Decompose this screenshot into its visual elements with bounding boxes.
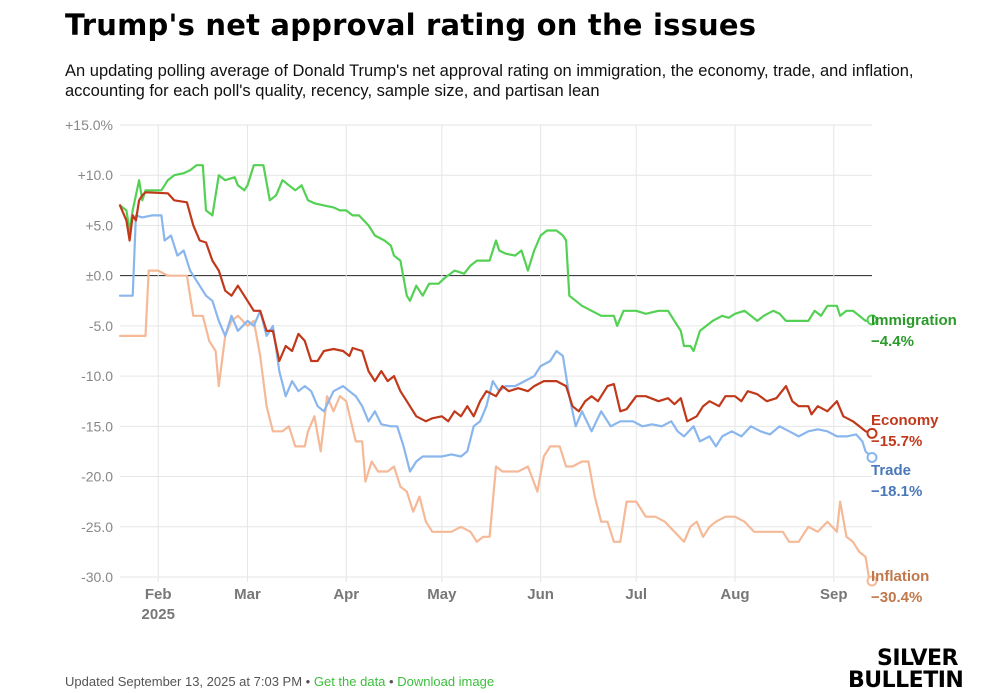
series-end-marker-immigration bbox=[866, 314, 878, 326]
series-line-trade bbox=[118, 214, 874, 473]
series-value-trade: −18.1% bbox=[871, 483, 922, 500]
series-label-trade: Trade bbox=[871, 462, 911, 479]
x-tick-label: May bbox=[427, 586, 457, 603]
series-line-immigration bbox=[118, 164, 874, 353]
y-tick-label: -30.0 bbox=[81, 569, 113, 585]
y-tick-label: +15.0% bbox=[65, 117, 113, 133]
series-value-inflation: −30.4% bbox=[871, 589, 922, 606]
series-value-immigration: −4.4% bbox=[871, 333, 914, 350]
series-lines bbox=[118, 164, 878, 587]
series-end-labels: Immigration −4.4% Economy −15.7% Trade −18.1%… bbox=[871, 312, 957, 606]
y-axis: +15.0% +10.0 +5.0 ±0.0 -5.0 -10.0 -15.0 -20.0 -2… bbox=[65, 117, 113, 585]
x-tick-label: Jul bbox=[625, 586, 647, 603]
series-value-economy: −15.7% bbox=[871, 433, 922, 450]
logo-line-1: SILVER bbox=[876, 646, 959, 671]
grid bbox=[120, 124, 872, 582]
series-end-marker-trade bbox=[866, 451, 878, 463]
silver-bulletin-logo: SILVER BULLETIN bbox=[848, 646, 964, 693]
y-tick-label: -15.0 bbox=[81, 418, 113, 434]
series-line-economy bbox=[118, 191, 874, 435]
line-chart: +15.0% +10.0 +5.0 ±0.0 -5.0 -10.0 -15.0 -20.0 -2… bbox=[65, 117, 957, 623]
series-end-marker-economy bbox=[866, 427, 878, 439]
x-tick-label: Mar bbox=[234, 586, 261, 603]
x-tick-label: Aug bbox=[720, 586, 749, 603]
x-tick-label: Jun bbox=[527, 586, 554, 603]
y-tick-label: +10.0 bbox=[78, 167, 114, 183]
x-tick-label: Sep bbox=[820, 586, 848, 603]
download-image-link[interactable]: Download image bbox=[397, 674, 495, 689]
get-data-link[interactable]: Get the data bbox=[313, 674, 386, 689]
x-tick-sublabel: 2025 bbox=[142, 606, 175, 623]
chart-subtitle: An updating polling average of Donald Tr… bbox=[65, 62, 914, 100]
x-tick-label: Feb bbox=[145, 586, 172, 603]
y-tick-label: +5.0 bbox=[85, 217, 113, 233]
chart-title: Trump's net approval rating on the issue… bbox=[65, 8, 757, 42]
series-label-immigration: Immigration bbox=[871, 312, 957, 329]
y-tick-label: ±0.0 bbox=[86, 268, 113, 284]
y-tick-label: -5.0 bbox=[89, 318, 113, 334]
y-tick-label: -20.0 bbox=[81, 469, 113, 485]
logo-line-2: BULLETIN bbox=[848, 668, 964, 693]
y-tick-label: -10.0 bbox=[81, 368, 113, 384]
y-tick-label: -25.0 bbox=[81, 519, 113, 535]
updated-timestamp: Updated September 13, 2025 at 7:03 PM bbox=[65, 674, 303, 689]
separator: • bbox=[389, 674, 394, 689]
series-end-marker-inflation bbox=[866, 575, 878, 587]
x-tick-label: Apr bbox=[333, 586, 359, 603]
series-label-economy: Economy bbox=[871, 412, 939, 429]
footer: Updated September 13, 2025 at 7:03 PM • … bbox=[65, 674, 494, 689]
series-line-inflation bbox=[118, 269, 874, 583]
separator: • bbox=[305, 674, 311, 689]
series-label-inflation: Inflation bbox=[871, 568, 929, 585]
x-axis: Feb 2025 Mar Apr May Jun Jul Aug Sep bbox=[142, 586, 848, 623]
